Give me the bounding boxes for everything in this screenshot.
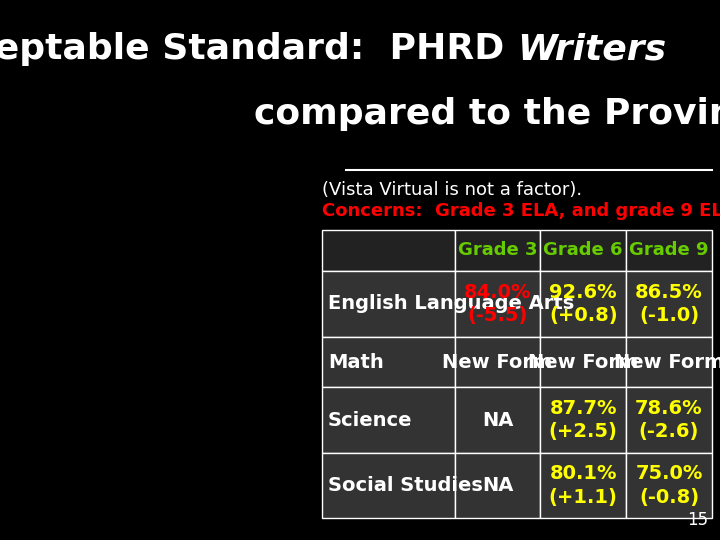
FancyBboxPatch shape (322, 453, 454, 518)
Text: Acceptable Standard:  PHRD: Acceptable Standard: PHRD (0, 32, 517, 66)
Text: New Form: New Form (614, 353, 720, 372)
Text: 92.6%
(+0.8): 92.6% (+0.8) (549, 283, 618, 325)
Text: 15: 15 (687, 511, 708, 529)
FancyBboxPatch shape (454, 271, 540, 337)
Text: New Form: New Form (442, 353, 552, 372)
Text: NA: NA (482, 410, 513, 430)
Text: Grade 9: Grade 9 (629, 241, 708, 259)
Text: Grade 3: Grade 3 (458, 241, 537, 259)
Text: 78.6%
(-2.6): 78.6% (-2.6) (635, 399, 703, 441)
FancyBboxPatch shape (626, 453, 712, 518)
Text: English Language Arts: English Language Arts (328, 294, 574, 313)
FancyBboxPatch shape (540, 453, 626, 518)
Text: 87.7%
(+2.5): 87.7% (+2.5) (549, 399, 618, 441)
FancyBboxPatch shape (454, 387, 540, 453)
Text: Grade 6: Grade 6 (544, 241, 623, 259)
Text: NA: NA (482, 476, 513, 495)
FancyBboxPatch shape (322, 337, 454, 387)
FancyBboxPatch shape (540, 271, 626, 337)
FancyBboxPatch shape (454, 337, 540, 387)
Text: Social Studies: Social Studies (328, 476, 482, 495)
FancyBboxPatch shape (322, 271, 454, 337)
Text: Math: Math (328, 353, 384, 372)
FancyBboxPatch shape (626, 337, 712, 387)
Text: Writers: Writers (517, 32, 666, 66)
Text: 84.0%
(-5.5): 84.0% (-5.5) (464, 283, 531, 325)
FancyBboxPatch shape (626, 230, 712, 271)
FancyBboxPatch shape (540, 230, 626, 271)
Text: 80.1%
(+1.1): 80.1% (+1.1) (549, 464, 618, 507)
Text: 86.5%
(-1.0): 86.5% (-1.0) (635, 283, 703, 325)
FancyBboxPatch shape (626, 271, 712, 337)
Text: Science: Science (328, 410, 413, 430)
Text: compared to the Province: compared to the Province (253, 97, 720, 131)
FancyBboxPatch shape (540, 337, 626, 387)
FancyBboxPatch shape (322, 230, 454, 271)
Text: New Form: New Form (528, 353, 639, 372)
Text: Concerns:  Grade 3 ELA, and grade 9 ELA.: Concerns: Grade 3 ELA, and grade 9 ELA. (322, 202, 720, 220)
FancyBboxPatch shape (454, 230, 540, 271)
Text: (Vista Virtual is not a factor).: (Vista Virtual is not a factor). (322, 181, 582, 199)
FancyBboxPatch shape (540, 387, 626, 453)
FancyBboxPatch shape (322, 387, 454, 453)
FancyBboxPatch shape (454, 453, 540, 518)
Text: 75.0%
(-0.8): 75.0% (-0.8) (635, 464, 703, 507)
FancyBboxPatch shape (626, 387, 712, 453)
